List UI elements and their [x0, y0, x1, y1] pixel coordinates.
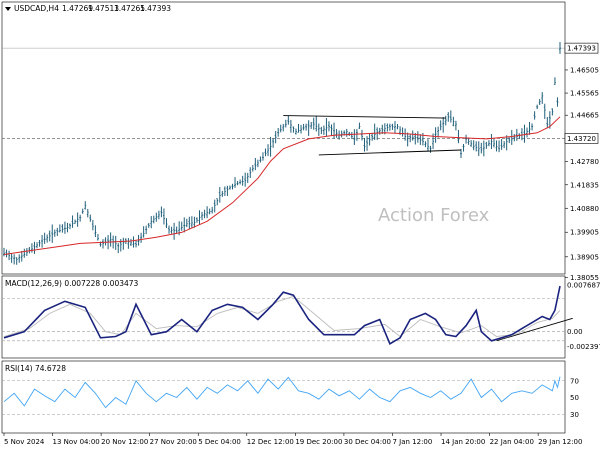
price-ytick-label: 1.38905	[570, 253, 599, 261]
watermark: Action Forex	[378, 205, 490, 226]
macd-ytick-label: 0.00	[567, 328, 583, 336]
support-price-label: 1.43720	[567, 135, 596, 143]
price-pane: Action Forex USDCAD,H4 1.47269 1.47513 1…	[1, 1, 599, 282]
rsi-lines	[3, 376, 561, 409]
ohlc-open: 1.47269	[62, 4, 93, 13]
moving-average-line	[3, 116, 561, 255]
time-tick-label: 5 Nov 2024	[4, 438, 45, 446]
price-trendlines	[283, 115, 462, 156]
macd-lines	[3, 285, 573, 345]
time-tick-label: 30 Dec 04:00	[344, 438, 391, 446]
ohlc-low: 1.47265	[114, 4, 145, 13]
macd-title: MACD(12,26,9) 0.007228 0.003473	[5, 279, 139, 288]
macd-ytick-label: -0.002397	[567, 343, 600, 351]
time-tick-label: 14 Jan 20:00	[441, 438, 485, 446]
rsi-ytick-label: 30	[570, 411, 579, 419]
symbol-label: USDCAD,H4	[14, 4, 59, 13]
macd-series-line	[3, 295, 561, 338]
ohlc-close: 1.47393	[140, 4, 171, 13]
price-ma	[3, 116, 561, 255]
time-tick-label: 7 Jan 12:00	[392, 438, 432, 446]
rsi-title: RSI(14) 74.6728	[5, 364, 66, 373]
support-price-tag	[564, 133, 599, 144]
time-tick-label: 19 Dec 20:00	[295, 438, 342, 446]
price-hlines	[2, 47, 565, 139]
rsi-yaxis: 70 50 30	[570, 377, 579, 419]
rsi-pane-frame	[1, 360, 566, 434]
macd-pane-frame	[1, 275, 566, 359]
rsi-hlines	[2, 380, 565, 415]
time-tick-label: 13 Nov 04:00	[53, 438, 100, 446]
price-ytick-label: 1.38055	[570, 274, 599, 282]
current-price-tag	[564, 42, 599, 54]
macd-hlines	[2, 297, 565, 342]
time-tick-label: 27 Nov 20:00	[150, 438, 197, 446]
rsi-ytick-label: 70	[570, 377, 579, 385]
rsi-pane: RSI(14) 74.6728 70 50 30	[1, 360, 579, 434]
price-ytick-label: 1.45565	[570, 90, 599, 98]
price-ytick-label: 1.40880	[570, 205, 599, 213]
macd-series-line	[3, 285, 561, 345]
price-yaxis: 1.46505 1.45565 1.44665 1.42780 1.41835 1.408…	[564, 42, 599, 282]
time-tick-label: 20 Nov 12:00	[101, 438, 148, 446]
price-ytick-label: 1.44665	[570, 112, 599, 120]
triangle-trendline-0	[283, 115, 446, 119]
rsi-series-line	[3, 376, 561, 409]
triangle-down-icon[interactable]	[5, 7, 11, 11]
price-header: USDCAD,H4 1.47269 1.47513 1.47265 1.4739…	[5, 4, 171, 13]
macd-pane: MACD(12,26,9) 0.007228 0.003473 0.007687…	[1, 275, 600, 359]
macd-trendline	[496, 317, 573, 342]
price-ytick-label: 1.39905	[570, 229, 599, 237]
rsi-ytick-label: 50	[570, 394, 579, 402]
current-price-label: 1.47393	[567, 45, 596, 53]
time-axis: 5 Nov 2024 13 Nov 04:00 20 Nov 12:00 27 Nov…	[3, 433, 582, 446]
time-tick-label: 29 Jan 12:00	[538, 438, 582, 446]
ohlc-high: 1.47513	[88, 4, 119, 13]
macd-ytick-label: 0.007687	[567, 281, 600, 289]
time-tick-label: 22 Jan 04:00	[490, 438, 534, 446]
price-ytick-label: 1.42780	[570, 158, 599, 166]
triangle-trendline-1	[318, 149, 462, 156]
price-ytick-label: 1.41835	[570, 181, 599, 189]
time-tick-label: 12 Dec 12:00	[247, 438, 294, 446]
macd-yaxis: 0.007687 0.00 -0.002397	[567, 281, 600, 350]
price-bars	[3, 41, 561, 265]
price-ytick-label: 1.46505	[570, 66, 599, 74]
time-tick-label: 5 Dec 04:00	[198, 438, 241, 446]
